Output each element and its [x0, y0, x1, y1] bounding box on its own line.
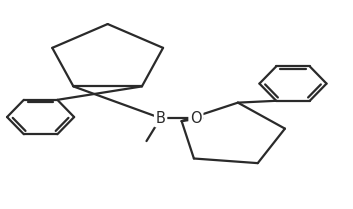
Text: B: B	[156, 111, 166, 126]
Text: O: O	[190, 111, 202, 126]
